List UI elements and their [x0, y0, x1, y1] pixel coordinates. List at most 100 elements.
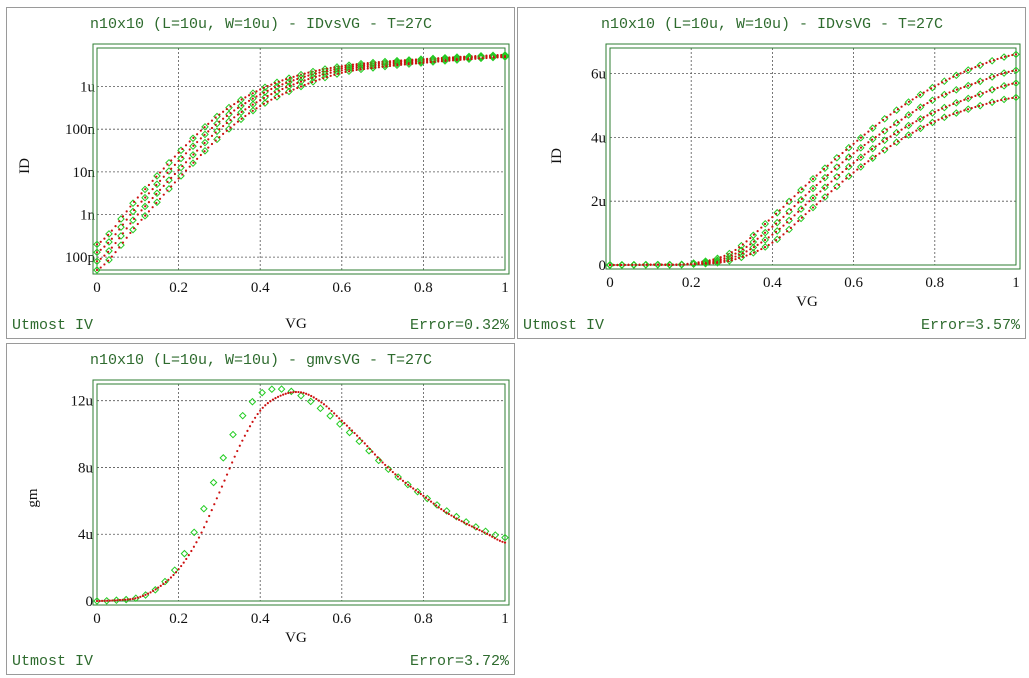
simulated-point [793, 205, 796, 208]
simulated-point [631, 263, 634, 266]
simulated-point [911, 122, 914, 125]
simulated-point [900, 118, 903, 121]
measured-point [453, 54, 461, 62]
simulated-point [996, 86, 999, 89]
simulated-point [407, 63, 410, 66]
simulated-point [667, 263, 671, 266]
simulated-point [303, 75, 306, 78]
measured-point [141, 185, 149, 194]
simulated-point [985, 77, 988, 81]
simulated-point [139, 595, 142, 598]
y-tick-label: 10n [73, 165, 96, 181]
simulated-point [727, 260, 730, 263]
simulated-point [255, 107, 258, 110]
measured-point [141, 212, 149, 220]
simulated-point [366, 67, 369, 70]
x-tick-label: 1 [1012, 275, 1020, 291]
simulated-point [95, 243, 99, 246]
simulated-point [424, 496, 428, 499]
simulated-point [155, 201, 158, 205]
simulated-point [125, 236, 128, 239]
simulated-point [281, 79, 284, 82]
measured-point [316, 404, 325, 413]
simulated-point [322, 403, 326, 406]
simulated-point [125, 218, 128, 221]
simulated-point [970, 107, 973, 110]
simulated-point [174, 571, 178, 574]
simulated-point [1003, 55, 1007, 58]
simulated-point [889, 125, 892, 129]
simulated-point [203, 141, 206, 145]
simulated-point [192, 545, 195, 548]
simulated-point [874, 135, 877, 139]
simulated-point [199, 137, 202, 140]
simulated-point [233, 102, 236, 106]
x-tick-label: 0.4 [763, 275, 782, 291]
simulated-point [340, 419, 343, 422]
simulated-point [95, 251, 99, 254]
measured-point [856, 143, 865, 152]
simulated-point [767, 236, 770, 239]
measured-point [189, 142, 197, 151]
simulated-point [158, 197, 162, 200]
simulated-point [110, 229, 113, 232]
simulated-point [307, 82, 310, 85]
simulated-point [845, 158, 848, 161]
simulated-point [612, 263, 615, 267]
simulated-point [307, 77, 310, 81]
measured-point [976, 77, 984, 86]
simulated-point [752, 233, 756, 236]
simulated-point [822, 177, 826, 180]
measured-point [229, 430, 237, 439]
simulated-point [653, 263, 656, 266]
simulated-point [944, 105, 947, 109]
plot-area: 0 0.2 0.4 0.6 0.8 1 0 2u 4u 6u [591, 43, 1021, 291]
measured-point [642, 260, 650, 269]
measured-point [393, 61, 401, 70]
simulated-point [701, 262, 704, 265]
simulated-point [955, 73, 959, 77]
chart-svg-id-linear: n10x10 (L=10u, W=10u) - IDvsVG - T=27C 0… [523, 16, 1021, 334]
simulated-point [922, 116, 925, 119]
measured-point [369, 64, 377, 72]
simulated-point [977, 104, 981, 108]
simulated-point [118, 598, 122, 602]
simulated-point [149, 591, 152, 594]
simulated-point [229, 112, 232, 115]
simulated-point [793, 195, 796, 198]
measured-point [180, 549, 189, 558]
simulated-point [251, 97, 254, 100]
simulated-point [147, 183, 151, 187]
simulated-point [723, 260, 726, 263]
measured-point [701, 258, 710, 266]
simulated-point [243, 434, 246, 437]
simulated-point [730, 259, 733, 262]
simulated-point [338, 417, 341, 420]
simulated-point [896, 108, 899, 111]
measured-point [749, 238, 758, 246]
simulated-point [503, 541, 507, 544]
simulated-point [333, 412, 336, 415]
simulated-point [426, 61, 429, 64]
simulated-point [483, 531, 486, 534]
measured-point [952, 71, 961, 80]
simulated-point [830, 170, 833, 173]
simulated-point [760, 234, 763, 237]
simulated-point [269, 400, 272, 403]
measured-point [441, 57, 449, 65]
measured-point [1000, 82, 1008, 90]
simulated-point [140, 192, 143, 195]
simulated-point [374, 66, 377, 69]
simulated-point [889, 135, 892, 138]
x-tick-label: 0.4 [251, 280, 270, 296]
simulated-point [752, 251, 756, 254]
simulated-point [815, 193, 818, 196]
simulated-point [830, 161, 833, 164]
simulated-point [1003, 71, 1007, 74]
simulated-point [1011, 96, 1014, 100]
simulated-point [329, 69, 332, 72]
simulated-point [315, 397, 318, 401]
simulated-point [348, 426, 351, 430]
simulated-point [348, 70, 351, 73]
y-tick-label: 4u [591, 130, 607, 146]
